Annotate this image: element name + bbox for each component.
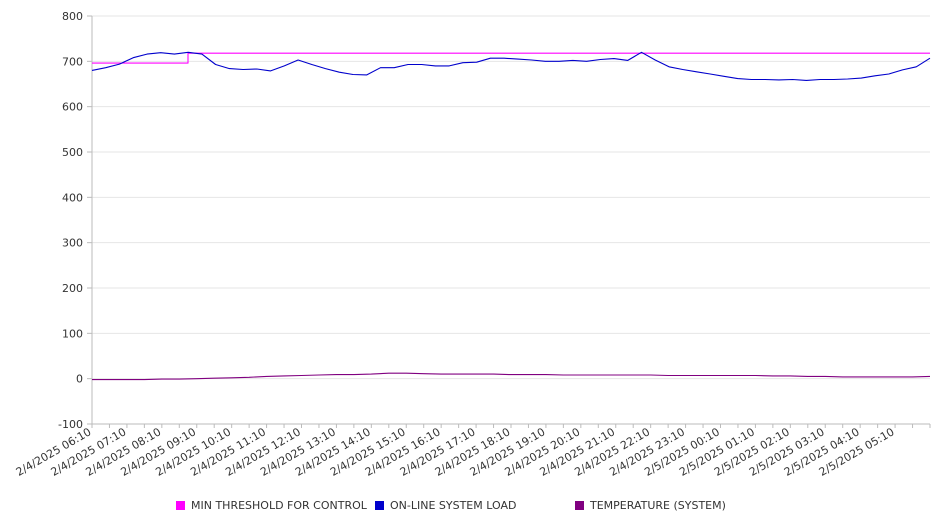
y-tick-label: 700 [62, 55, 83, 68]
series-lines [91, 51, 931, 381]
y-axis-tick-labels: 800 700 600 500 400 300 200 100 0 -100 [58, 10, 83, 431]
legend-swatch-temperature [575, 500, 584, 510]
y-tick-label: 600 [62, 101, 83, 114]
legend-item-temperature: TEMPERATURE (SYSTEM) [575, 497, 726, 513]
y-tick-label: 100 [62, 327, 83, 340]
series-line-temperature [92, 372, 931, 381]
y-tick-label: 500 [62, 146, 83, 159]
y-tick-label: 800 [62, 10, 83, 23]
y-tick-label: 300 [62, 237, 83, 250]
legend-item-min-threshold: MIN THRESHOLD FOR CONTROL [176, 497, 367, 513]
x-axis-tick-labels: 2/4/2025 06:102/4/2025 07:102/4/2025 08:… [14, 425, 897, 479]
legend-swatch-min-threshold [176, 500, 185, 510]
legend: MIN THRESHOLD FOR CONTROL ON-LINE SYSTEM… [0, 497, 946, 515]
axes [87, 15, 931, 428]
y-tick-label: -100 [58, 418, 83, 431]
y-tick-label: 400 [62, 191, 83, 204]
legend-label-temperature: TEMPERATURE (SYSTEM) [590, 498, 726, 512]
legend-label-min-threshold: MIN THRESHOLD FOR CONTROL [191, 498, 367, 512]
legend-label-system-load: ON-LINE SYSTEM LOAD [390, 498, 517, 512]
series-line-system-load [91, 51, 931, 81]
y-tick-label: 200 [62, 282, 83, 295]
legend-item-system-load: ON-LINE SYSTEM LOAD [375, 497, 516, 513]
legend-swatch-system-load [375, 500, 384, 510]
series-line-min-threshold [92, 52, 930, 64]
gridlines [92, 15, 930, 425]
y-tick-label: 0 [76, 373, 83, 386]
